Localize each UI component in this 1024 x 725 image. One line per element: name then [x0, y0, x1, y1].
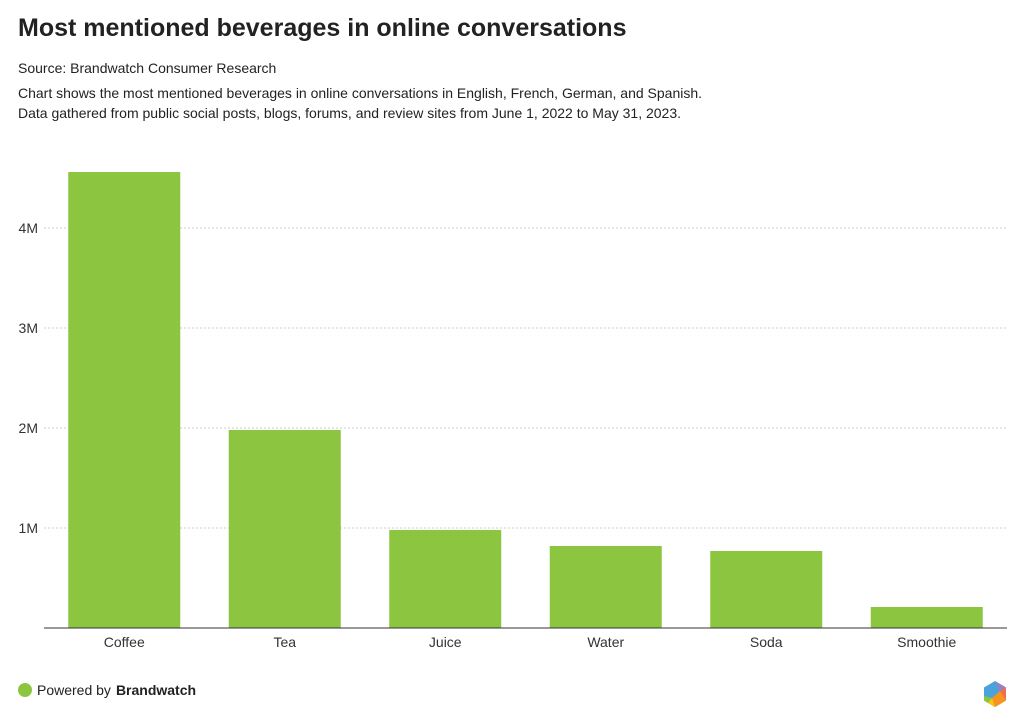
- chart-description: Chart shows the most mentioned beverages…: [18, 83, 998, 123]
- x-tick-label: Water: [587, 634, 624, 650]
- bar-water: [549, 546, 662, 628]
- brand-dot-icon: [18, 683, 32, 697]
- powered-by-text: Powered by: [37, 682, 111, 698]
- bar-soda: [710, 551, 823, 628]
- bar-smoothie: [870, 607, 983, 628]
- brand-name[interactable]: Brandwatch: [115, 682, 197, 698]
- bar-tea: [228, 430, 341, 628]
- y-tick-label: 1M: [19, 520, 38, 536]
- chart-source: Source: Brandwatch Consumer Research: [18, 60, 277, 76]
- y-tick-label: 4M: [19, 220, 38, 236]
- x-tick-label: Smoothie: [897, 634, 956, 650]
- x-tick-label: Coffee: [104, 634, 145, 650]
- description-line: Chart shows the most mentioned beverages…: [18, 85, 703, 101]
- description-line: Data gathered from public social posts, …: [18, 105, 682, 121]
- x-tick-label: Tea: [273, 634, 296, 650]
- footer: Powered by Brandwatch: [18, 682, 196, 698]
- bar-juice: [389, 530, 502, 628]
- bar-coffee: [68, 172, 181, 628]
- x-tick-label: Juice: [429, 634, 462, 650]
- y-tick-label: 3M: [19, 320, 38, 336]
- chart-title: Most mentioned beverages in online conve…: [18, 14, 627, 42]
- brandwatch-logo-icon: [984, 681, 1006, 707]
- y-tick-label: 2M: [19, 420, 38, 436]
- x-tick-label: Soda: [750, 634, 783, 650]
